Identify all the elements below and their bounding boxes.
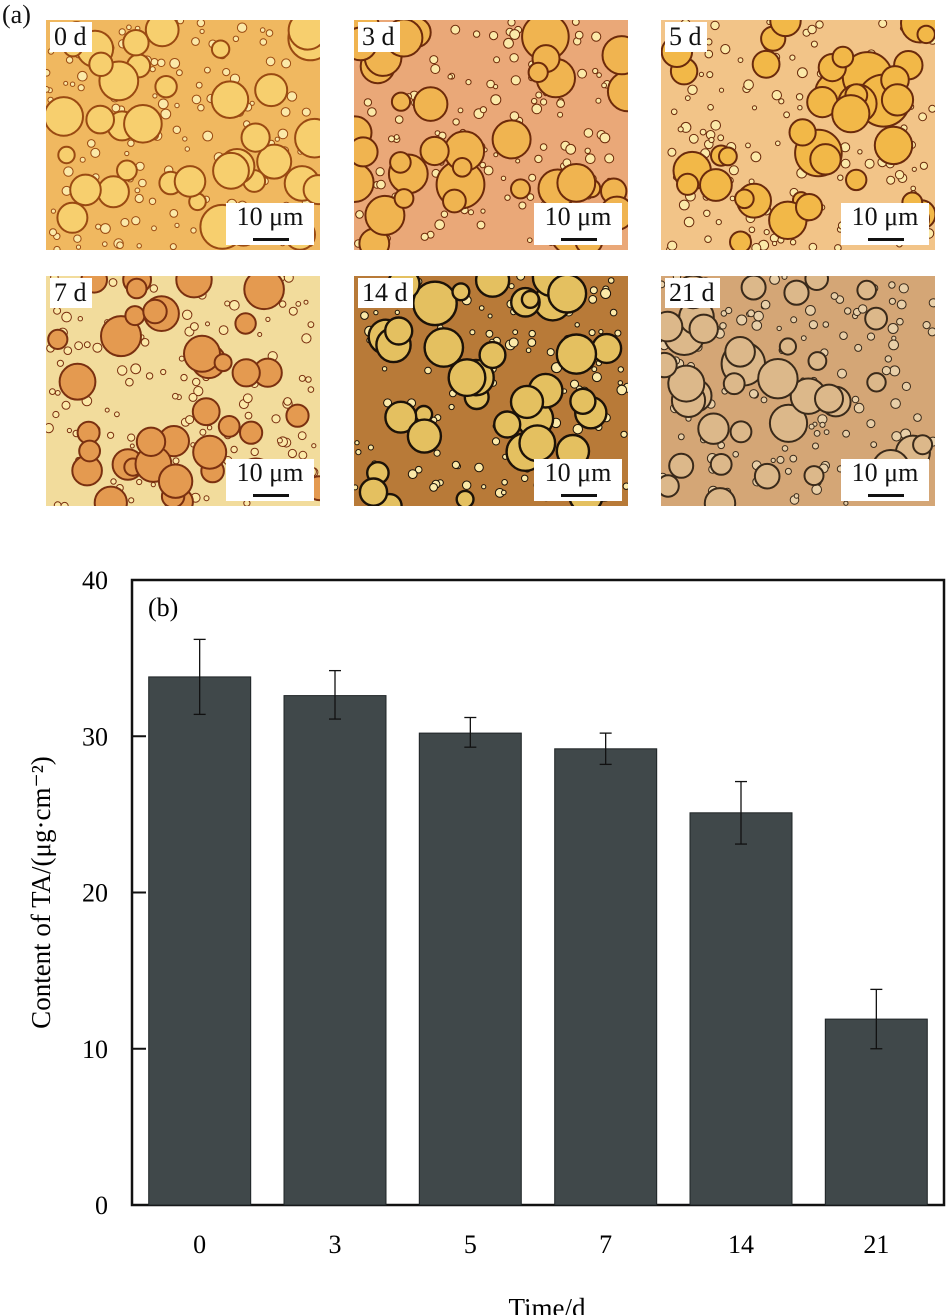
scale-bar — [253, 238, 289, 241]
micrograph-3: 7 d 10 μm — [46, 276, 320, 506]
scale-bar-box: 10 μm — [841, 459, 929, 501]
x-tick-label: 5 — [464, 1230, 477, 1259]
scale-bar-box: 10 μm — [226, 203, 314, 245]
scale-bar — [868, 494, 904, 497]
y-tick-label: 30 — [82, 722, 108, 751]
plot-frame — [130, 578, 946, 1207]
scale-bar-label: 10 μm — [851, 202, 919, 231]
day-label: 3 d — [358, 22, 400, 53]
y-tick-label: 10 — [82, 1035, 108, 1064]
droplet-image — [46, 20, 320, 250]
bar-chart: 0 3 5 7 14 21 0 10 20 30 40 (b) Time/d Content of TA/… — [26, 566, 946, 1315]
y-tick-label: 20 — [82, 879, 108, 908]
y-axis-title: Content of TA/(μg·cm⁻²) — [26, 756, 56, 1029]
y-tick-label: 40 — [82, 566, 108, 595]
x-tick-label: 21 — [863, 1230, 889, 1259]
y-tick-label: 0 — [95, 1191, 108, 1220]
micrograph-2: 5 d 10 μm — [661, 20, 935, 250]
micrograph-4: 14 d 10 μm — [354, 276, 628, 506]
x-tick-label: 14 — [728, 1230, 754, 1259]
bar-14 — [689, 812, 793, 1206]
panel-b-label: (b) — [148, 593, 178, 622]
x-tick-label: 7 — [599, 1230, 612, 1259]
day-label: 14 d — [358, 278, 413, 309]
scale-bar-box: 10 μm — [534, 203, 622, 245]
scale-bar-box: 10 μm — [534, 459, 622, 501]
x-tick-label: 0 — [193, 1230, 206, 1259]
bar-0 — [148, 676, 252, 1206]
day-label: 0 d — [50, 22, 92, 53]
micrograph-5: 21 d 10 μm — [661, 276, 935, 506]
bar-3 — [283, 695, 387, 1206]
droplet-image — [661, 276, 935, 506]
day-label: 7 d — [50, 278, 92, 309]
scale-bar — [253, 494, 289, 497]
day-label: 5 d — [665, 22, 707, 53]
x-axis-title: Time/d — [508, 1293, 586, 1315]
x-tick-label: 3 — [329, 1230, 342, 1259]
scale-bar-label: 10 μm — [851, 458, 919, 487]
scale-bar-box: 10 μm — [226, 459, 314, 501]
scale-bar — [868, 238, 904, 241]
day-label: 21 d — [665, 278, 720, 309]
scale-bar-label: 10 μm — [236, 458, 304, 487]
scale-bar-label: 10 μm — [544, 458, 612, 487]
panel-a-label: (a) — [2, 0, 31, 29]
scale-bar-label: 10 μm — [236, 202, 304, 231]
bar-5 — [418, 732, 522, 1206]
scale-bar — [561, 238, 597, 241]
scale-bar-label: 10 μm — [544, 202, 612, 231]
scale-bar-box: 10 μm — [841, 203, 929, 245]
micrograph-0: 0 d 10 μm — [46, 20, 320, 250]
droplet-image — [354, 20, 628, 250]
micrograph-1: 3 d 10 μm — [354, 20, 628, 250]
scale-bar — [561, 494, 597, 497]
bar-7 — [554, 748, 658, 1206]
